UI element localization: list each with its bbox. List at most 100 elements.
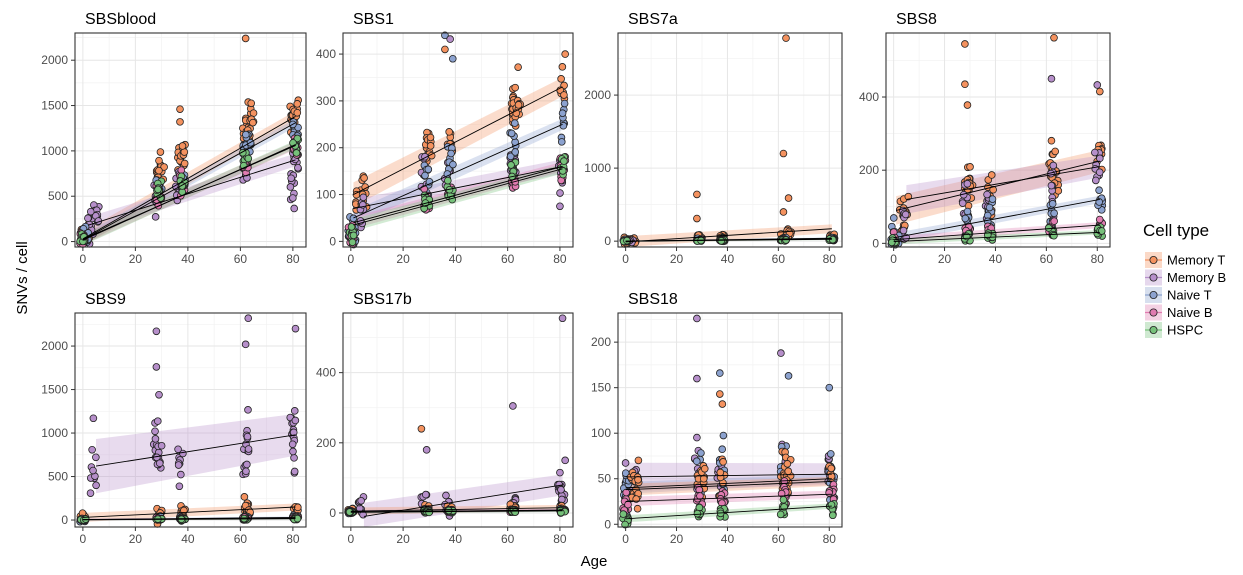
x-tick-label: 60 bbox=[501, 532, 515, 546]
panel-background bbox=[75, 313, 306, 527]
y-tick-label: 0 bbox=[872, 236, 879, 250]
panel-sbs1: 0 20 40 60 80 0 100 200 300 400 SBS1 bbox=[316, 11, 574, 266]
point-outlier bbox=[784, 194, 793, 202]
x-tick-label: 80 bbox=[1091, 252, 1105, 266]
point-memory-b bbox=[621, 459, 630, 467]
point-naive-t bbox=[447, 149, 455, 158]
point-outlier bbox=[777, 349, 785, 357]
x-tick-label: 20 bbox=[129, 252, 143, 266]
fit-line-hspc bbox=[350, 510, 563, 513]
point-memory-b bbox=[175, 482, 184, 491]
y-tick-label: 1000 bbox=[584, 161, 611, 175]
legend-item-naive-t: Naive T bbox=[1145, 287, 1212, 303]
point-memory-b bbox=[291, 416, 300, 425]
y-tick-label: 0 bbox=[61, 513, 68, 527]
point-memory-b bbox=[983, 190, 991, 199]
y-tick-label: 0 bbox=[329, 234, 336, 248]
fit-line-naive-b bbox=[893, 224, 1100, 241]
y-tick-label: 400 bbox=[316, 366, 336, 380]
point-memory-b bbox=[290, 204, 299, 213]
fit-line-memory-b bbox=[906, 166, 1100, 200]
panel-border bbox=[74, 312, 307, 528]
panel-sbs18: 0 20 40 60 80 0 50 100 150 200 SBS18 bbox=[591, 291, 843, 546]
point-memory-t bbox=[989, 185, 997, 194]
y-tick-label: 400 bbox=[859, 90, 879, 104]
point-outlier bbox=[176, 118, 184, 126]
x-tick-label: 0 bbox=[890, 252, 897, 266]
panel-sbs17b: 0 20 40 60 80 0 200 400 SBS17b bbox=[316, 291, 574, 546]
point-memory-t bbox=[1054, 187, 1063, 195]
panel-background bbox=[343, 33, 573, 247]
point-memory-t bbox=[293, 108, 302, 117]
point-memory-t bbox=[987, 171, 996, 179]
point-outlier bbox=[558, 314, 567, 323]
point-memory-t bbox=[633, 504, 642, 513]
point-hspc bbox=[776, 510, 785, 519]
point-memory-t bbox=[249, 118, 257, 127]
point-memory-b bbox=[442, 491, 450, 500]
point-memory-t bbox=[178, 142, 187, 150]
point-memory-b bbox=[290, 454, 298, 462]
fit-line-hspc bbox=[625, 238, 832, 242]
point-naive-t bbox=[988, 195, 997, 203]
fit-line-hspc bbox=[353, 168, 563, 226]
point-outlier bbox=[241, 34, 250, 43]
point-outlier bbox=[961, 40, 969, 48]
y-tick-label: 200 bbox=[316, 436, 336, 450]
point-hspc bbox=[154, 185, 162, 194]
fit-line-hspc bbox=[625, 505, 832, 520]
point-memory-b bbox=[154, 417, 162, 425]
legend-key-point bbox=[1149, 255, 1158, 264]
point-memory-b bbox=[290, 467, 299, 476]
point-outlier bbox=[441, 31, 449, 40]
point-memory-t bbox=[560, 91, 568, 99]
point-memory-t bbox=[180, 159, 189, 168]
point-hspc bbox=[559, 167, 567, 175]
x-tick-label: 60 bbox=[234, 532, 248, 546]
x-tick-label: 20 bbox=[396, 532, 410, 546]
point-memory-b bbox=[958, 199, 967, 207]
point-memory-t bbox=[827, 472, 836, 481]
legend-label: Naive B bbox=[1167, 305, 1213, 320]
point-outlier bbox=[89, 414, 98, 423]
x-tick-label: 40 bbox=[449, 252, 463, 266]
y-tick-label: 1000 bbox=[41, 426, 68, 440]
point-hspc bbox=[560, 157, 568, 165]
point-memory-b bbox=[294, 163, 302, 172]
x-tick-label: 40 bbox=[449, 532, 463, 546]
point-hspc bbox=[507, 161, 515, 169]
point-naive-t bbox=[349, 214, 358, 223]
point-outlier bbox=[782, 34, 790, 42]
panel-background bbox=[618, 33, 842, 247]
legend: Cell type Memory T Memory B Naive T Naive B… bbox=[1143, 221, 1226, 338]
point-outlier bbox=[556, 468, 564, 477]
x-tick-label: 80 bbox=[553, 252, 567, 266]
point-hspc bbox=[347, 223, 356, 231]
point-naive-t bbox=[506, 152, 515, 161]
point-outlier bbox=[961, 80, 969, 89]
y-tick-label: 500 bbox=[48, 470, 68, 484]
fit-line-memory-t bbox=[896, 160, 1100, 211]
point-outlier bbox=[561, 50, 569, 58]
legend-label: Naive T bbox=[1167, 288, 1212, 303]
panel-title: SBS17b bbox=[353, 291, 412, 308]
panel-background bbox=[75, 33, 306, 247]
point-outlier bbox=[693, 190, 701, 199]
point-hspc bbox=[887, 238, 896, 247]
point-hspc bbox=[619, 510, 628, 518]
point-memory-b bbox=[556, 189, 564, 197]
panel-border bbox=[74, 32, 307, 248]
panel-title: SBS18 bbox=[628, 291, 678, 308]
point-hspc bbox=[444, 506, 453, 515]
x-tick-label: 20 bbox=[938, 252, 952, 266]
point-naive-t bbox=[560, 99, 569, 108]
x-tick-label: 80 bbox=[823, 252, 837, 266]
fit-line-memory-t bbox=[625, 228, 832, 243]
point-hspc bbox=[293, 134, 302, 143]
point-outlier bbox=[291, 324, 300, 333]
fit-line-memory-t bbox=[82, 116, 296, 240]
fit-line-memory-b bbox=[95, 434, 296, 467]
y-tick-label: 300 bbox=[316, 94, 336, 108]
y-tick-label: 200 bbox=[316, 141, 336, 155]
legend-label: Memory T bbox=[1167, 253, 1225, 268]
